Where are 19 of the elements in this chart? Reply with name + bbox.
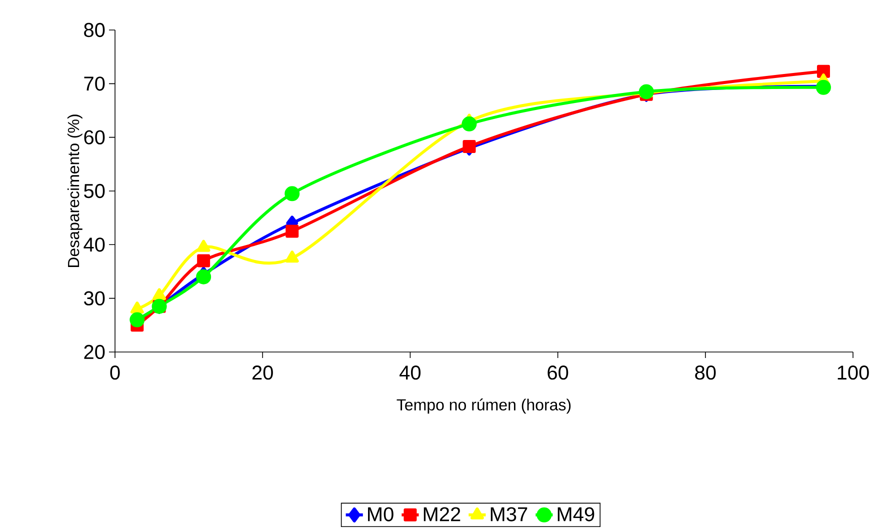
y-tick-label: 70 <box>84 76 105 91</box>
legend-label: M0 <box>368 507 394 522</box>
x-tick-label: 0 <box>110 366 120 380</box>
y-tick-label: 20 <box>84 344 105 360</box>
x-tick-label: 60 <box>548 366 568 380</box>
x-tick-label: 80 <box>695 366 716 380</box>
y-axis-title: Desaparecimento (%) <box>67 114 82 268</box>
x-axis-title: Tempo no rúmen (horas) <box>396 398 571 414</box>
x-tick-label: 100 <box>838 366 869 380</box>
legend-label: M49 <box>558 507 594 522</box>
legend-label: M37 <box>490 507 528 522</box>
x-tick-label: 40 <box>400 366 421 380</box>
y-tick-label: 50 <box>84 184 105 198</box>
x-tick-label: 20 <box>252 366 273 380</box>
y-tick-label: 80 <box>84 22 105 38</box>
y-tick-label: 60 <box>84 130 105 144</box>
y-tick-label: 40 <box>84 238 105 252</box>
y-tick-label: 30 <box>84 291 105 306</box>
legend-label: M22 <box>424 507 460 522</box>
